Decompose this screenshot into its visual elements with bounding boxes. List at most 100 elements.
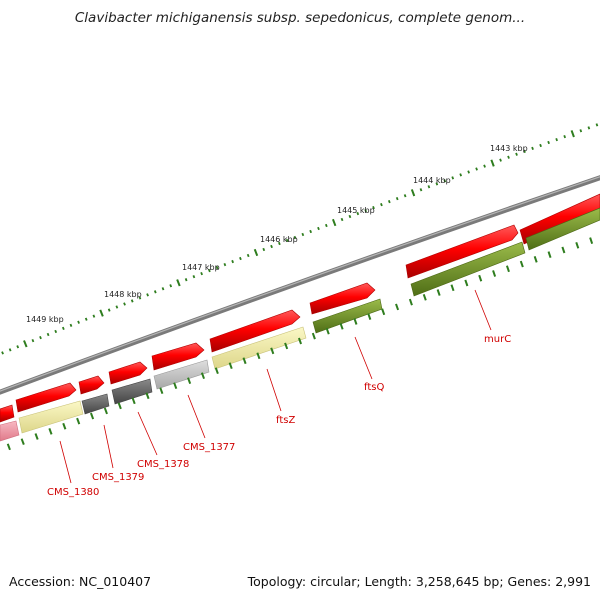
outer-tick-arc — [1, 123, 599, 355]
inner-tick — [228, 362, 233, 370]
gene-label-murc[interactable]: murC — [484, 334, 511, 345]
inner-tick — [34, 433, 39, 440]
inner-tick — [575, 241, 580, 249]
scale-tick — [332, 218, 337, 227]
scale-tick — [184, 278, 188, 282]
inner-tick — [103, 407, 108, 415]
gene-labels: murC ftsQ ftsZ CMS_1377 CMS_1378 CMS_137… — [47, 334, 511, 498]
inner-tick — [589, 237, 594, 244]
scale-tick — [253, 248, 259, 257]
cds-lightgray-1377[interactable] — [153, 359, 210, 390]
scale-tick — [285, 238, 289, 243]
scale-tick — [169, 284, 173, 288]
inner-tick — [547, 251, 552, 258]
cds-yellow-1380[interactable] — [18, 400, 84, 434]
gene-arrow-ftsq[interactable] — [309, 282, 376, 315]
cds-dark-1378[interactable] — [111, 378, 153, 405]
cds-dark-1379[interactable] — [81, 393, 110, 415]
inner-tick — [145, 392, 150, 400]
gene-arrow-ftsz[interactable] — [209, 309, 301, 353]
scale-label-1445: 1445 kbp — [337, 206, 375, 215]
gene-arrow-cms1377[interactable] — [151, 342, 205, 371]
scale-tick — [490, 159, 495, 167]
inner-tick — [297, 337, 303, 345]
gene-label-cms1377[interactable]: CMS_1377 — [183, 442, 235, 453]
gene-row-red[interactable] — [0, 193, 600, 423]
scale-tick — [16, 345, 20, 349]
scale-tick — [8, 348, 12, 352]
scale-tick — [395, 197, 399, 201]
scale-tick — [403, 194, 407, 198]
gene-arrow-cms1378[interactable] — [108, 361, 148, 385]
scale-tick — [278, 241, 281, 246]
scale-tick — [270, 244, 273, 249]
inner-tick — [256, 352, 261, 360]
scale-tick — [324, 223, 328, 228]
scale-tick — [410, 189, 416, 197]
scale-tick — [340, 217, 344, 222]
scale-tick — [515, 152, 518, 156]
scale-tick — [356, 211, 360, 216]
scale-tick — [84, 317, 88, 321]
scale-tick — [77, 320, 80, 324]
scale-tick — [539, 143, 542, 148]
scale-tick — [215, 265, 219, 270]
inner-tick — [422, 293, 427, 301]
scale-tick — [435, 182, 439, 186]
inner-tick — [187, 377, 192, 385]
cds-pink-partial[interactable] — [0, 420, 20, 442]
gene-label-cms1378[interactable]: CMS_1378 — [137, 459, 189, 470]
scale-tick — [99, 309, 104, 317]
scale-label-1448: 1448 kbp — [104, 290, 142, 299]
scale-tick — [262, 247, 266, 252]
scale-tick — [293, 235, 297, 240]
inner-tick — [505, 265, 510, 273]
scale-tick — [317, 226, 320, 231]
inner-tick — [242, 357, 247, 365]
inner-tick — [519, 260, 524, 268]
gene-arrow-cms1380[interactable] — [15, 382, 77, 413]
scale-tick — [531, 146, 534, 151]
inner-tick — [117, 402, 122, 410]
scale-tick — [54, 329, 58, 334]
scale-tick — [555, 137, 558, 142]
gene-arrow[interactable] — [519, 193, 600, 245]
cds-olive-1[interactable] — [525, 207, 600, 251]
inner-tick — [353, 318, 358, 325]
inner-tick — [62, 422, 67, 430]
inner-tick — [90, 412, 95, 420]
scale-tick — [587, 126, 591, 130]
scale-label-1449: 1449 kbp — [26, 315, 64, 324]
scale-tick — [419, 188, 423, 192]
inner-tick — [464, 279, 469, 287]
gene-arrow-murc[interactable] — [405, 224, 519, 279]
scale-tick — [92, 314, 96, 318]
gene-arrow-cms1379[interactable] — [78, 375, 105, 395]
scale-tick — [161, 287, 165, 291]
scale-tick — [223, 262, 227, 267]
inner-tick — [325, 327, 330, 335]
inner-tick — [408, 298, 413, 306]
scale-tick — [153, 290, 157, 294]
inner-tick — [478, 274, 483, 282]
backbone-highlight — [0, 176, 600, 392]
inner-tick — [131, 397, 136, 405]
scale-tick — [309, 229, 312, 234]
inner-tick — [367, 313, 372, 320]
genome-summary-text: Topology: circular; Length: 3,258,645 bp… — [247, 574, 591, 589]
cds-olive-murc[interactable] — [410, 241, 526, 297]
scale-tick — [46, 332, 50, 337]
gene-label-cms1380[interactable]: CMS_1380 — [47, 487, 99, 498]
gene-label-ftsz[interactable]: ftsZ — [276, 415, 295, 426]
scale-tick — [443, 179, 447, 183]
gene-label-ftsq[interactable]: ftsQ — [364, 382, 384, 393]
gene-label-cms1379[interactable]: CMS_1379 — [92, 472, 144, 483]
scale-tick — [23, 340, 28, 348]
cds-row[interactable] — [0, 207, 600, 442]
cds-yellow-ftsz[interactable] — [211, 326, 307, 370]
gene-arrow-partial[interactable] — [0, 404, 15, 423]
inner-tick — [311, 332, 316, 340]
scale-tick — [348, 214, 352, 219]
inner-tick — [20, 438, 25, 446]
